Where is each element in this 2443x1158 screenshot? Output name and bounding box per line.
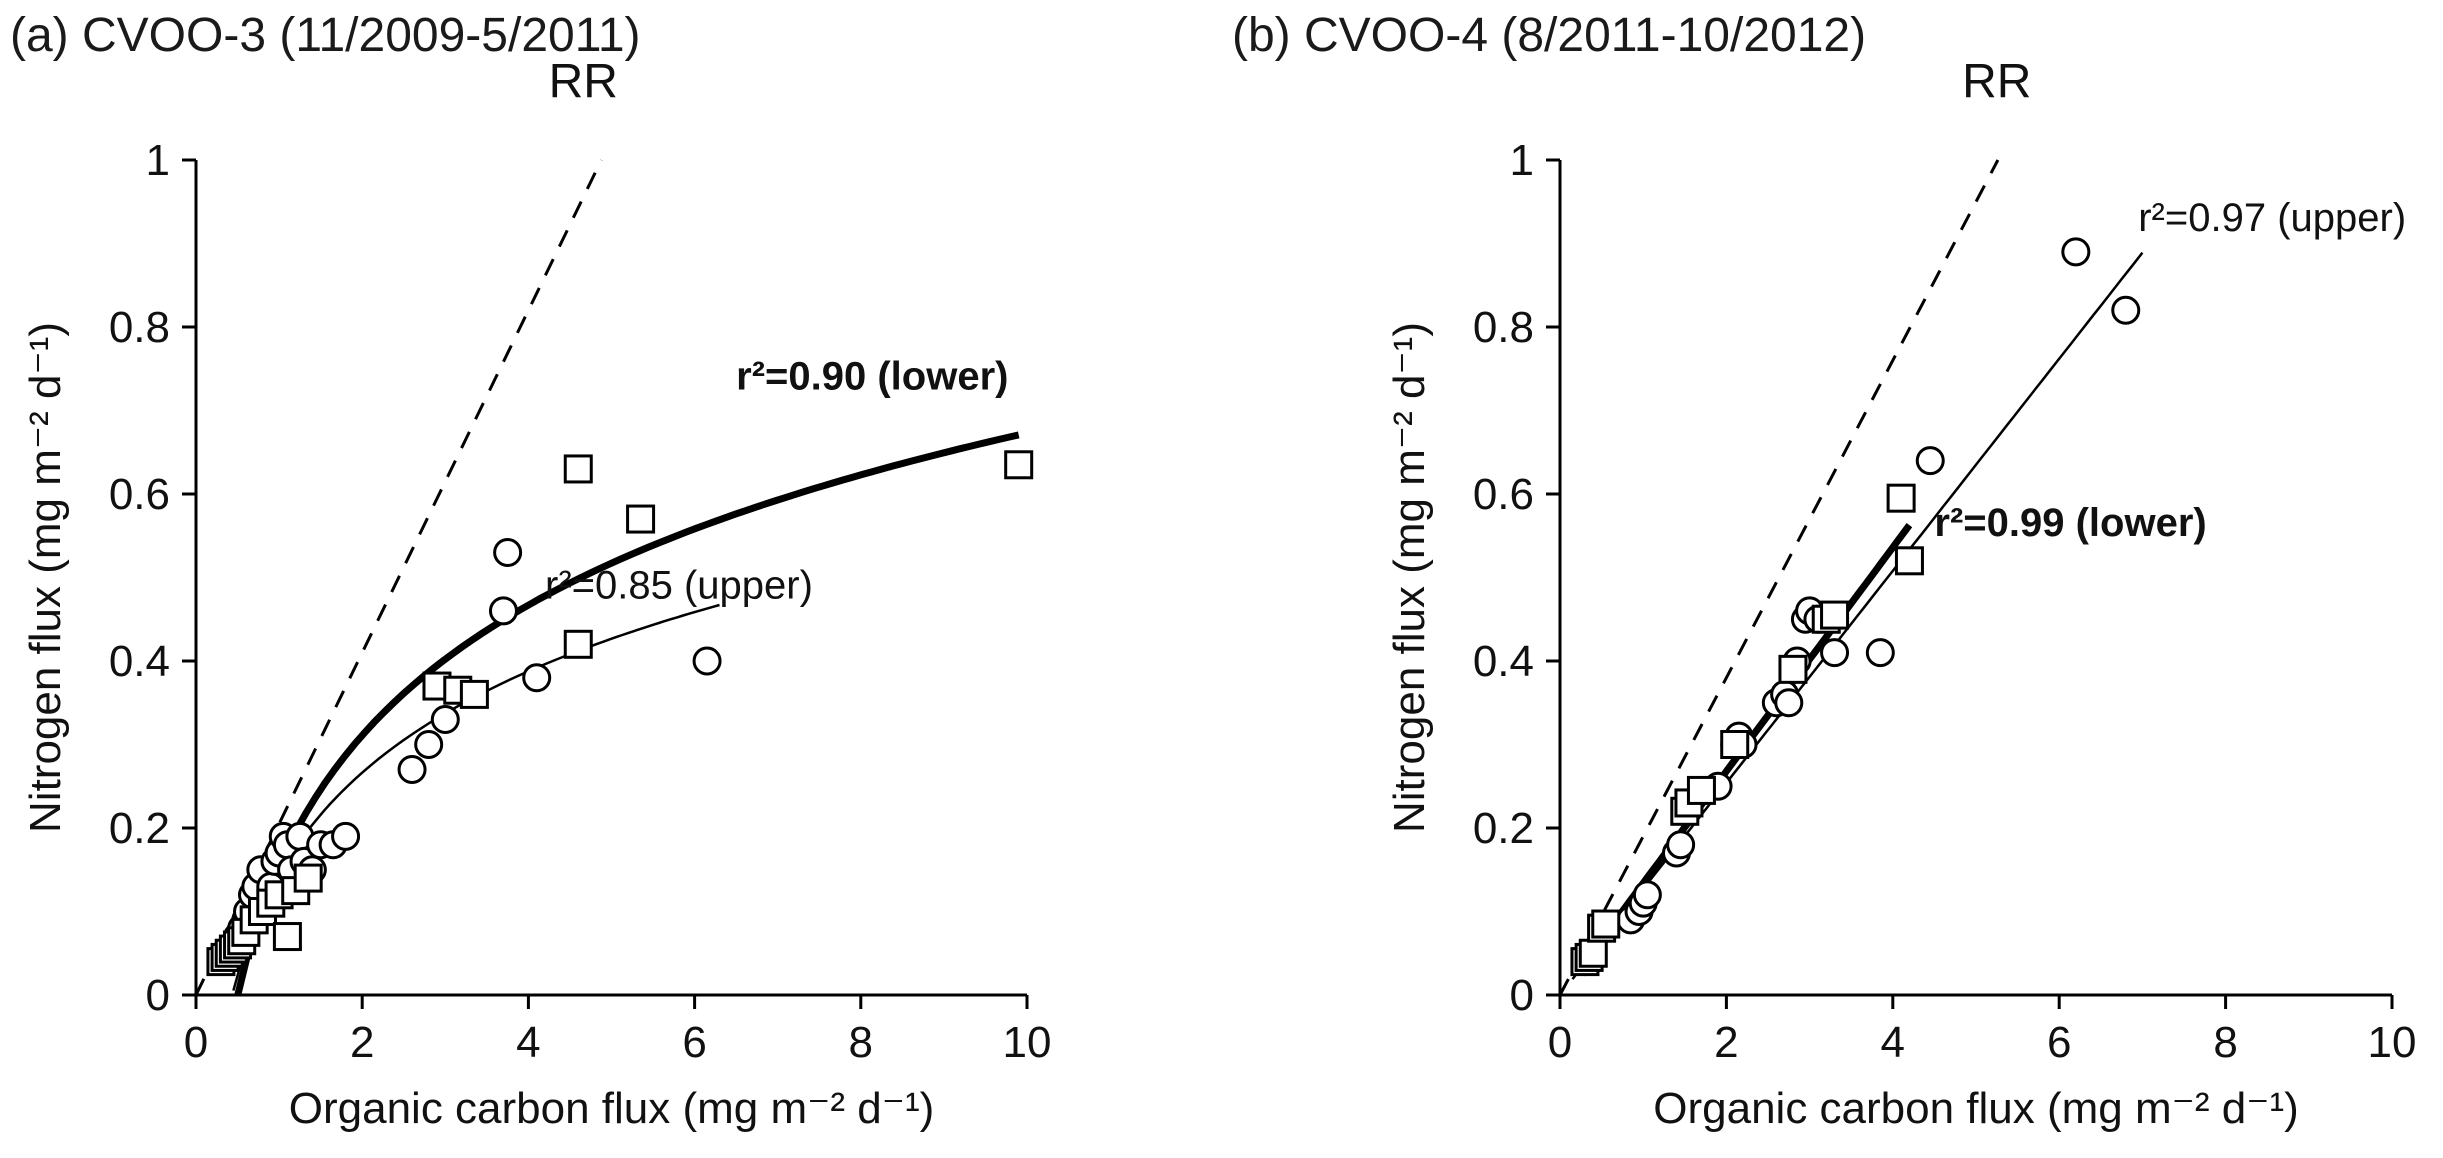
x-tick-label: 0 <box>184 1018 208 1067</box>
data-point-square <box>1686 775 1716 805</box>
x-axis-title: Organic carbon flux (mg m⁻² d⁻¹) <box>289 1084 935 1133</box>
axes <box>1558 160 2392 997</box>
x-axis-title: Organic carbon flux (mg m⁻² d⁻¹) <box>1653 1084 2299 1133</box>
fit-line-upper <box>232 603 720 991</box>
x-tick-label: 4 <box>1881 1018 1905 1067</box>
y-tick-label: 0.8 <box>109 303 170 352</box>
data-point-circle <box>1865 638 1895 668</box>
data-point-square <box>626 504 656 534</box>
data-point-circle <box>2111 295 2141 325</box>
fit-line-upper <box>1571 251 2144 980</box>
x-tick-label: 6 <box>682 1018 706 1067</box>
y-axis-title: Nitrogen flux (mg m⁻² d⁻¹) <box>1385 322 1434 833</box>
x-tick-label: 4 <box>516 1018 540 1067</box>
y-tick-label: 0 <box>146 971 170 1020</box>
data-point-square <box>1004 450 1034 480</box>
data-point-circle <box>1632 880 1662 910</box>
panel-b-title: (b) CVOO-4 (8/2011-10/2012) <box>1232 9 1867 62</box>
x-tick-label: 10 <box>1003 1018 1052 1067</box>
data-point-circle <box>430 704 460 734</box>
x-tick-label: 8 <box>849 1018 873 1067</box>
rr-reference-line <box>1558 159 2000 996</box>
y-tick-label: 0.8 <box>1473 303 1534 352</box>
x-tick-label: 2 <box>350 1018 374 1067</box>
x-tick-label: 0 <box>1548 1018 1572 1067</box>
data-point-circle <box>493 537 523 567</box>
data-point-circle <box>692 646 722 676</box>
x-tick-label: 10 <box>2368 1018 2417 1067</box>
annotation: RR <box>549 55 618 108</box>
data-point-circle <box>522 663 552 693</box>
fit-line-lower <box>234 431 1020 997</box>
panel-a-plot: 0 2 4 6 8 10 0 0.2 0.4 0.6 0.8 1 Organic carbon flux… <box>21 55 1051 1133</box>
data-point-circle <box>397 755 427 785</box>
data-point-circle <box>1915 446 1945 476</box>
data-point-square <box>1894 546 1924 576</box>
data-point-square <box>272 922 302 952</box>
y-axis-title: Nitrogen flux (mg m⁻² d⁻¹) <box>21 322 70 833</box>
data-point-circle <box>414 730 444 759</box>
annotation: r²=0.99 (lower) <box>1934 501 2206 545</box>
x-tick-label: 2 <box>1714 1018 1738 1067</box>
data-point-square <box>1778 654 1808 684</box>
data-point-square <box>1720 730 1750 759</box>
annotation: r²=0.90 (lower) <box>736 355 1008 399</box>
data-point-circle <box>488 596 518 626</box>
y-tick-label: 0.6 <box>1473 470 1534 519</box>
data-point-square <box>1886 483 1916 513</box>
y-tick-label: 0.2 <box>1473 804 1534 853</box>
data-point-square <box>563 454 593 484</box>
data-point-circle <box>2061 237 2091 267</box>
data-point-square <box>459 679 489 709</box>
x-tick-label: 8 <box>2213 1018 2237 1067</box>
annotation: r²=0.85 (upper) <box>545 563 813 607</box>
y-tick-label: 1 <box>146 136 170 185</box>
data-point-square <box>293 863 323 893</box>
y-tick-label: 0.6 <box>109 470 170 519</box>
data-point-circle <box>1774 688 1804 718</box>
y-tick-label: 0.4 <box>109 637 170 686</box>
y-tick-label: 0.4 <box>1473 637 1534 686</box>
annotation: r²=0.97 (upper) <box>2138 196 2406 240</box>
y-tick-label: 0.2 <box>109 804 170 853</box>
data-point-square <box>1578 938 1608 968</box>
annotation: RR <box>1962 55 2031 108</box>
panel-a-title: (a) CVOO-3 (11/2009-5/2011) <box>10 9 641 62</box>
panel-b-plot: 0 2 4 6 8 10 0 0.2 0.4 0.6 0.8 1 Organic carbon flux… <box>1385 55 2416 1133</box>
y-tick-label: 0 <box>1510 971 1534 1020</box>
x-tick-label: 6 <box>2047 1018 2071 1067</box>
y-tick-label: 1 <box>1510 136 1534 185</box>
data-point-circle <box>1666 830 1696 860</box>
data-point-square <box>1820 600 1850 630</box>
data-point-square <box>1591 909 1621 939</box>
data-point-circle <box>331 821 361 851</box>
rr-reference-line <box>194 159 603 996</box>
data-point-circle <box>1820 638 1850 668</box>
data-point-square <box>563 629 593 659</box>
